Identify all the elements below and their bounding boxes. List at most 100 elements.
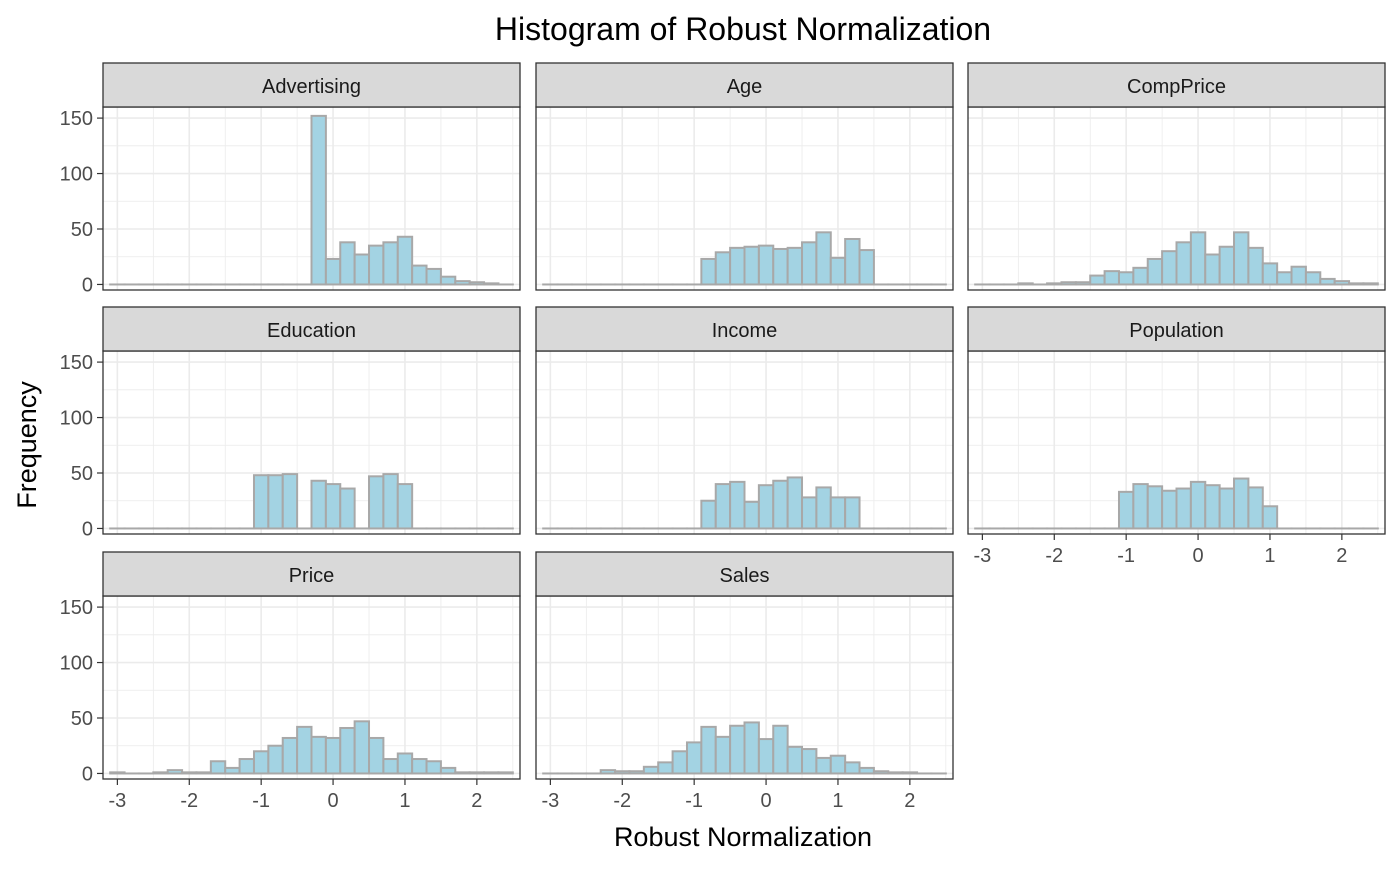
histogram-bar (601, 770, 615, 773)
histogram-bar (1061, 282, 1075, 284)
histogram-bar (1162, 491, 1176, 529)
histogram-bar (831, 497, 845, 528)
y-tick-label: 150 (60, 597, 93, 619)
histogram-bar (860, 250, 874, 284)
histogram-bar (340, 489, 354, 529)
histogram-bar (1220, 489, 1234, 529)
histogram-bar (153, 772, 167, 773)
histogram-bar (629, 771, 643, 773)
histogram-bar (1133, 484, 1147, 528)
histogram-bar (716, 484, 730, 528)
facet-panel-income: Income (536, 307, 953, 534)
histogram-bar (369, 476, 383, 528)
histogram-bar (110, 772, 124, 773)
y-tick-label: 100 (60, 408, 93, 430)
histogram-bar (1363, 283, 1377, 284)
x-tick-label: -3 (973, 545, 991, 567)
facet-panel-age: Age (536, 63, 953, 290)
histogram-bar (716, 737, 730, 774)
histogram-bar (383, 474, 397, 528)
histogram-bar (1047, 283, 1061, 284)
histogram-bar (182, 772, 196, 773)
x-tick-label: 2 (1336, 545, 1347, 567)
histogram-bar (412, 759, 426, 773)
histogram-bar (745, 247, 759, 285)
y-tick-label: 0 (82, 518, 93, 540)
strip-label: CompPrice (1127, 76, 1226, 98)
histogram-bar (312, 737, 326, 774)
histogram-bar (888, 772, 902, 773)
histogram-bar (831, 258, 845, 285)
strip-label: Education (267, 320, 356, 342)
histogram-bar (1248, 487, 1262, 528)
histogram-bar (1105, 271, 1119, 284)
histogram-bar (1349, 283, 1363, 284)
histogram-bar (773, 249, 787, 284)
x-tick-label: 1 (1264, 545, 1275, 567)
x-tick-label: -3 (541, 790, 559, 812)
histogram-bar (845, 497, 859, 528)
histogram-bar (816, 758, 830, 774)
y-tick-label: 50 (71, 708, 93, 730)
histogram-bar (1177, 242, 1191, 284)
y-tick-label: 150 (60, 108, 93, 130)
strip-label: Population (1129, 320, 1224, 342)
histogram-bar (1263, 506, 1277, 528)
histogram-bar (1277, 272, 1291, 284)
strip-label: Advertising (262, 76, 361, 98)
histogram-bar (484, 772, 498, 773)
histogram-bar (240, 759, 254, 773)
chart-title: Histogram of Robust Normalization (495, 11, 991, 47)
histogram-bar (788, 248, 802, 285)
histogram-bar (326, 484, 340, 528)
histogram-bar (788, 747, 802, 774)
histogram-bar (1018, 283, 1032, 284)
strip-label: Price (289, 565, 335, 587)
histogram-bar (1076, 282, 1090, 284)
histogram-bar (455, 281, 469, 284)
histogram-bar (1162, 251, 1176, 284)
x-tick-label: -1 (252, 790, 270, 812)
histogram-bar (745, 502, 759, 529)
histogram-bar (773, 726, 787, 774)
histogram-bar (398, 484, 412, 528)
x-tick-label: -2 (180, 790, 198, 812)
histogram-bar (644, 767, 658, 774)
histogram-bar (283, 474, 297, 528)
histogram-bar (1148, 486, 1162, 528)
x-tick-label: 2 (471, 790, 482, 812)
histogram-bar (759, 246, 773, 285)
histogram-bar (687, 742, 701, 773)
histogram-bar (1148, 259, 1162, 285)
histogram-bar (730, 726, 744, 774)
histogram-bar (398, 237, 412, 285)
histogram-bar (427, 269, 441, 285)
histogram-bar (802, 497, 816, 528)
strip-label: Age (727, 76, 763, 98)
histogram-bar (1263, 263, 1277, 284)
histogram-bar (816, 487, 830, 528)
histogram-bar (730, 482, 744, 529)
x-tick-label: 0 (1193, 545, 1204, 567)
histogram-bar (398, 753, 412, 773)
histogram-bar (874, 771, 888, 773)
x-tick-label: -2 (613, 790, 631, 812)
y-axis-title: Frequency (12, 381, 42, 509)
histogram-bar (427, 761, 441, 773)
histogram-bar (383, 759, 397, 773)
histogram-bar (484, 283, 498, 284)
x-axis-title: Robust Normalization (614, 822, 872, 852)
histogram-bar (788, 477, 802, 528)
histogram-bar (225, 768, 239, 774)
strip-label: Income (712, 320, 778, 342)
histogram-bar (355, 255, 369, 285)
histogram-bar (673, 751, 687, 773)
histogram-bar (1133, 268, 1147, 285)
histogram-bar (1220, 247, 1234, 285)
histogram-bar (773, 481, 787, 529)
x-tick-label: 0 (328, 790, 339, 812)
facet-panel-compprice: CompPrice (968, 63, 1385, 290)
